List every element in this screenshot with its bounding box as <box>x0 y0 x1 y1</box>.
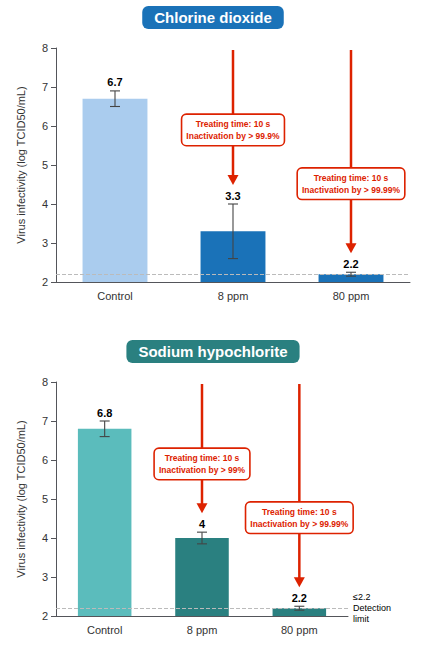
svg-text:8 ppm: 8 ppm <box>187 624 218 636</box>
svg-text:Inactivation by > 99.99%: Inactivation by > 99.99% <box>250 519 348 529</box>
svg-text:5: 5 <box>42 159 48 171</box>
svg-text:6: 6 <box>42 120 48 132</box>
svg-text:8: 8 <box>42 376 48 388</box>
svg-text:7: 7 <box>42 415 48 427</box>
svg-text:Inactivation by > 99%: Inactivation by > 99% <box>159 465 246 475</box>
svg-text:2: 2 <box>42 610 48 622</box>
svg-text:2.2: 2.2 <box>343 258 358 270</box>
svg-text:6: 6 <box>42 454 48 466</box>
svg-text:Inactivation by > 99.99%: Inactivation by > 99.99% <box>302 185 400 195</box>
svg-text:Sodium hypochlorite: Sodium hypochlorite <box>138 343 287 360</box>
svg-text:2.2: 2.2 <box>292 592 307 604</box>
svg-text:Virus infectivity (log TCID50/: Virus infectivity (log TCID50/mL) <box>15 420 27 577</box>
svg-text:2: 2 <box>42 276 48 288</box>
svg-text:Detection: Detection <box>353 603 391 613</box>
svg-text:Virus infectivity (log TCID50/: Virus infectivity (log TCID50/mL) <box>15 86 27 243</box>
svg-text:6.7: 6.7 <box>107 76 122 88</box>
svg-text:3.3: 3.3 <box>225 190 240 202</box>
svg-text:Control: Control <box>87 624 122 636</box>
svg-text:Treating time: 10 s: Treating time: 10 s <box>196 119 271 129</box>
svg-text:8 ppm: 8 ppm <box>218 290 249 302</box>
svg-text:limit: limit <box>353 614 369 624</box>
svg-text:Control: Control <box>97 290 132 302</box>
svg-text:6.8: 6.8 <box>97 407 112 419</box>
svg-text:80 ppm: 80 ppm <box>281 624 318 636</box>
svg-text:7: 7 <box>42 81 48 93</box>
svg-text:Chlorine dioxide: Chlorine dioxide <box>154 9 272 26</box>
svg-text:Treating time: 10 s: Treating time: 10 s <box>314 173 389 183</box>
svg-text:Inactivation by > 99.9%: Inactivation by > 99.9% <box>186 131 280 141</box>
svg-text:3: 3 <box>42 571 48 583</box>
svg-text:≤2.2: ≤2.2 <box>353 592 370 602</box>
svg-text:3: 3 <box>42 237 48 249</box>
svg-text:Treating time: 10 s: Treating time: 10 s <box>262 507 337 517</box>
svg-text:4: 4 <box>42 198 48 210</box>
svg-text:8: 8 <box>42 42 48 54</box>
svg-text:80 ppm: 80 ppm <box>333 290 370 302</box>
svg-text:Treating time: 10 s: Treating time: 10 s <box>165 453 240 463</box>
svg-text:4: 4 <box>42 532 48 544</box>
svg-text:4: 4 <box>199 518 206 530</box>
svg-text:5: 5 <box>42 493 48 505</box>
